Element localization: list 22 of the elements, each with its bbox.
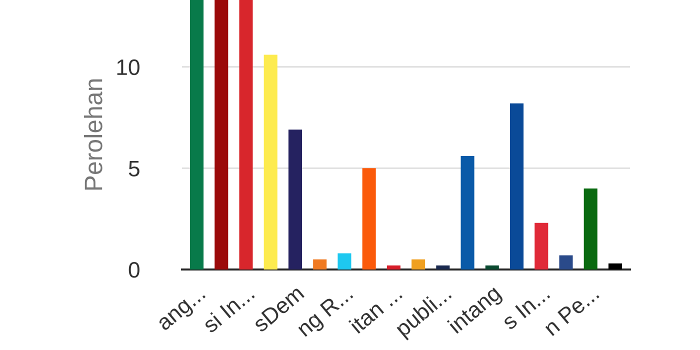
bar [534, 222, 548, 270]
bar [214, 0, 228, 270]
bar [608, 263, 622, 270]
bar [288, 130, 302, 270]
bar [559, 255, 573, 270]
y-axis-title: Perolehan [84, 79, 102, 190]
bar [362, 168, 376, 270]
bar [460, 156, 474, 270]
y-tick-label: 0 [128, 262, 140, 278]
bar [485, 265, 499, 270]
bar [584, 188, 598, 270]
bar [386, 265, 400, 270]
bar [338, 253, 352, 270]
bar [510, 103, 524, 270]
bar [412, 259, 426, 270]
bar [436, 265, 450, 270]
bar [264, 54, 278, 270]
bar [313, 259, 327, 270]
y-tick-label: 5 [128, 160, 140, 176]
bar [190, 0, 204, 270]
bar [239, 0, 253, 270]
y-tick-label: 10 [117, 59, 140, 76]
